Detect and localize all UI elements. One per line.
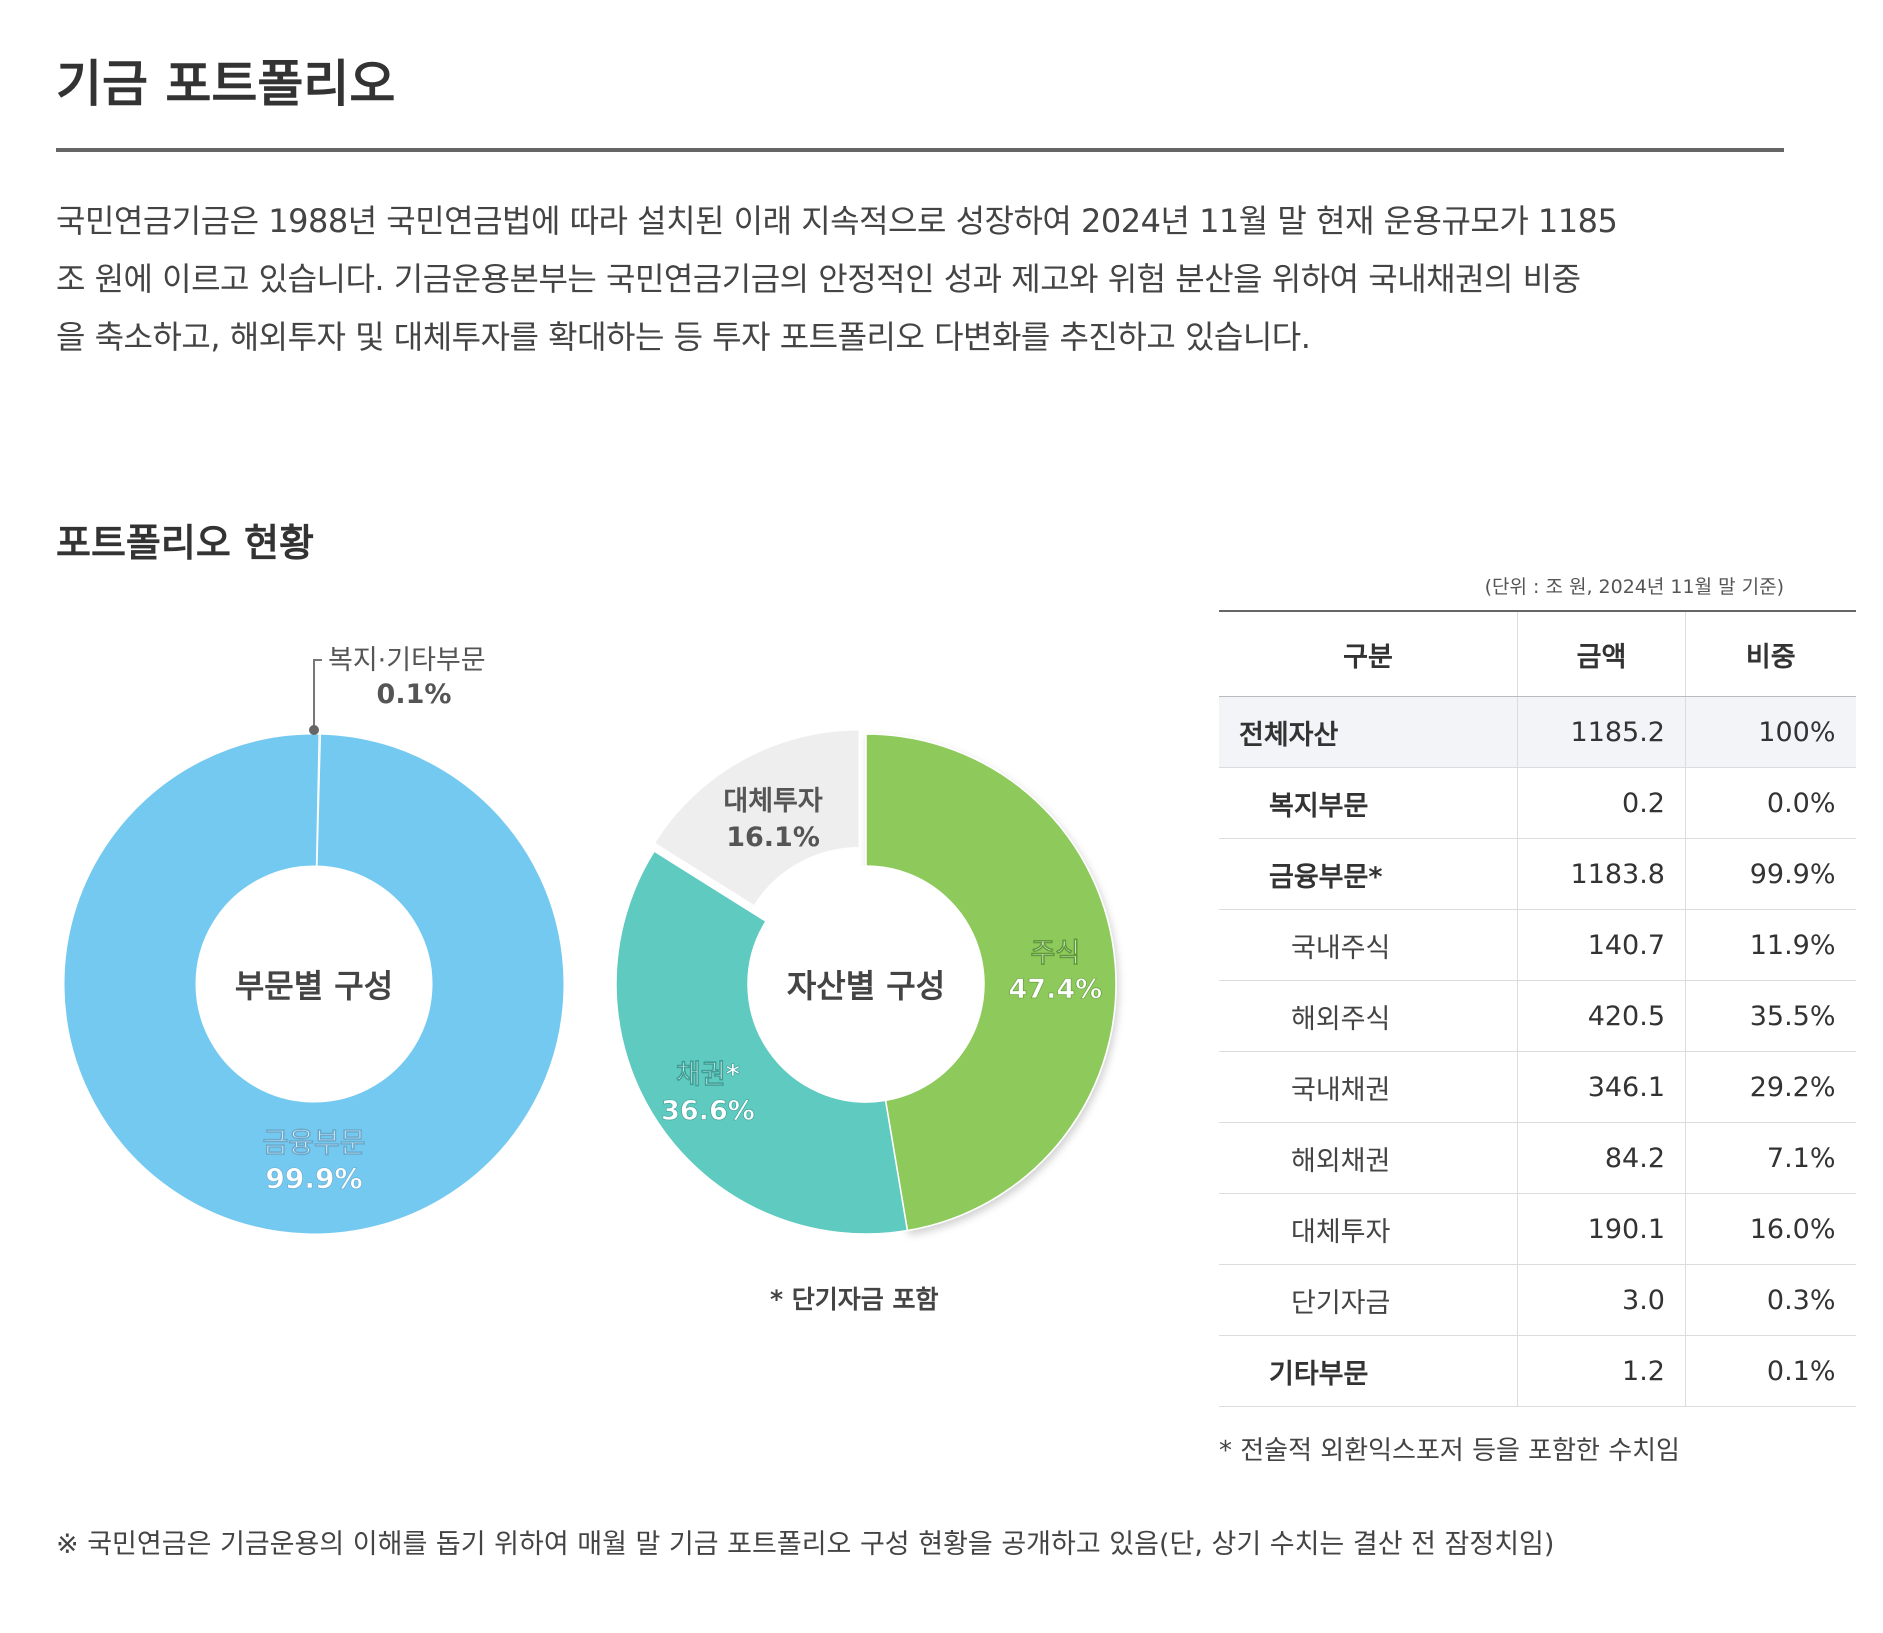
slice-value-alternatives: 16.1% xyxy=(726,822,820,853)
row-amount: 0.2 xyxy=(1517,767,1686,839)
bottom-note: ※ 국민연금은 기금운용의 이해를 돕기 위하여 매월 말 기금 포트폴리오 구… xyxy=(56,1529,1555,1560)
callout-dot xyxy=(309,725,319,735)
row-label: 해외주식 xyxy=(1219,980,1518,1052)
row-share: 0.1% xyxy=(1685,1335,1856,1407)
row-label: 국내채권 xyxy=(1219,1051,1518,1123)
slice-label-bonds: 채권* xyxy=(676,1059,740,1090)
row-amount: 3.0 xyxy=(1517,1264,1686,1336)
row-amount: 84.2 xyxy=(1517,1122,1686,1194)
asset-chart-footnote: * 단기자금 포함 xyxy=(770,1285,939,1314)
intro-paragraph: 국민연금기금은 1988년 국민연금법에 따라 설치된 이래 지속적으로 성장하… xyxy=(56,192,1796,366)
row-amount: 190.1 xyxy=(1517,1193,1686,1265)
header-share: 비중 xyxy=(1685,610,1856,697)
header-category: 구분 xyxy=(1219,610,1518,697)
table-body: 전체자산 1185.2 100% 복지부문 0.2 0.0% 금융부문* 1183.8 99.9… xyxy=(1219,696,1856,1407)
intro-line-3: 을 축소하고, 해외투자 및 대체투자를 확대하는 등 투자 포트폴리오 다변화… xyxy=(56,318,1311,356)
row-label: 금융부문* xyxy=(1219,838,1518,910)
table-note: * 전술적 외환익스포저 등을 포함한 수치임 xyxy=(1219,1436,1680,1466)
row-label: 복지부문 xyxy=(1219,767,1518,839)
portfolio-table: 구분 금액 비중 전체자산 1185.2 100% 복지부문 0.2 0.0% 금융부문* 1… xyxy=(1219,610,1856,1407)
intro-line-1: 국민연금기금은 1988년 국민연금법에 따라 설치된 이래 지속적으로 성장하… xyxy=(56,202,1618,240)
slice-value-welfare-other: 0.1% xyxy=(377,679,452,710)
donut-hole xyxy=(748,866,984,1102)
row-amount: 1185.2 xyxy=(1517,696,1686,768)
unit-note: (단위 : 조 원, 2024년 11월 말 기준) xyxy=(1484,576,1784,598)
title-divider xyxy=(56,148,1784,152)
slice-value-financial: 99.9% xyxy=(265,1162,362,1195)
donut-hole xyxy=(196,866,432,1102)
table-row: 복지부문 0.2 0.0% xyxy=(1219,767,1856,839)
table-row: 대체투자 190.1 16.0% xyxy=(1219,1193,1856,1265)
page-title: 기금 포트폴리오 xyxy=(56,55,396,113)
row-share: 7.1% xyxy=(1685,1122,1856,1194)
row-amount: 420.5 xyxy=(1517,980,1686,1052)
row-share: 29.2% xyxy=(1685,1051,1856,1123)
row-label: 해외채권 xyxy=(1219,1122,1518,1194)
row-amount: 1.2 xyxy=(1517,1335,1686,1407)
row-amount: 140.7 xyxy=(1517,909,1686,981)
slice-alternatives xyxy=(653,728,860,907)
row-label: 기타부문 xyxy=(1219,1335,1518,1407)
center-label: 자산별 구성 xyxy=(787,967,945,1005)
row-share: 16.0% xyxy=(1685,1193,1856,1265)
asset-donut-chart: 주식 47.4% 채권* 36.6% 대체투자 16.1% 자산별 구성 xyxy=(615,728,1117,1235)
row-share: 100% xyxy=(1685,696,1856,768)
row-amount: 1183.8 xyxy=(1517,838,1686,910)
center-label: 부문별 구성 xyxy=(235,967,393,1005)
row-amount: 346.1 xyxy=(1517,1051,1686,1123)
slice-label-financial: 금융부문 xyxy=(262,1126,365,1159)
slice-label-alternatives: 대체투자 xyxy=(723,786,823,817)
table-row: 금융부문* 1183.8 99.9% xyxy=(1219,838,1856,910)
table-row: 단기자금 3.0 0.3% xyxy=(1219,1264,1856,1336)
table-row: 국내채권 346.1 29.2% xyxy=(1219,1051,1856,1123)
table-header-row: 구분 금액 비중 xyxy=(1219,610,1856,697)
slice-value-bonds: 36.6% xyxy=(661,1095,755,1126)
row-share: 35.5% xyxy=(1685,980,1856,1052)
table-row: 기타부문 1.2 0.1% xyxy=(1219,1335,1856,1407)
header-amount: 금액 xyxy=(1517,610,1686,697)
section-title: 포트폴리오 현황 xyxy=(56,521,314,565)
row-share: 0.0% xyxy=(1685,767,1856,839)
row-label: 단기자금 xyxy=(1219,1264,1518,1336)
row-share: 0.3% xyxy=(1685,1264,1856,1336)
row-label: 국내주식 xyxy=(1219,909,1518,981)
intro-line-2: 조 원에 이르고 있습니다. 기금운용본부는 국민연금기금의 안정적인 성과 제… xyxy=(56,260,1581,298)
table-row: 전체자산 1185.2 100% xyxy=(1219,696,1856,768)
row-label: 대체투자 xyxy=(1219,1193,1518,1265)
table-row: 국내주식 140.7 11.9% xyxy=(1219,909,1856,981)
callout-leader-line xyxy=(313,659,322,732)
slice-value-stocks: 47.4% xyxy=(1009,974,1103,1005)
table-row: 해외주식 420.5 35.5% xyxy=(1219,980,1856,1052)
row-share: 11.9% xyxy=(1685,909,1856,981)
table-row: 해외채권 84.2 7.1% xyxy=(1219,1122,1856,1194)
row-share: 99.9% xyxy=(1685,838,1856,910)
row-label: 전체자산 xyxy=(1219,696,1518,768)
slice-label-stocks: 주식 xyxy=(1030,938,1080,969)
slice-label-welfare-other: 복지·기타부문 xyxy=(328,645,486,676)
